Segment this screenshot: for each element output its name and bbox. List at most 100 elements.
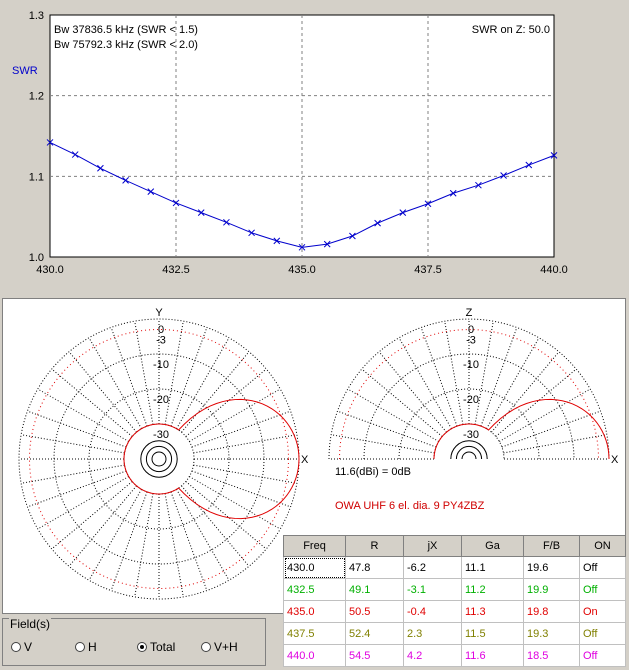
swr-point: [349, 232, 356, 240]
table-cell[interactable]: 432.5: [283, 578, 346, 601]
table-cell[interactable]: 49.1: [345, 578, 404, 601]
swr-point: [323, 240, 331, 248]
radiation-lobe: [433, 398, 610, 460]
grid-spoke: [499, 388, 591, 442]
table-cell[interactable]: 2.3: [403, 622, 462, 645]
grid-spoke: [37, 476, 129, 530]
grid-ring: [88, 388, 230, 530]
radio-circle-icon[interactable]: [11, 642, 21, 652]
swr-chart-panel: 430.0 432.5 435.0 437.5 440.0 1.3 1.2 1.1 1.0 SWR…: [0, 0, 629, 290]
table-row[interactable]: 430.0 47.8 -6.2 11.1 19.6 Off: [283, 556, 626, 579]
table-cell[interactable]: 11.1: [461, 556, 524, 579]
header-jx[interactable]: jX: [403, 535, 462, 557]
table-cell[interactable]: 47.8: [345, 556, 404, 579]
y-tick-label: 1.3: [29, 10, 44, 22]
table-cell[interactable]: -3.1: [403, 578, 462, 601]
table-cell[interactable]: 11.3: [461, 600, 524, 623]
table-cell[interactable]: 18.5: [523, 644, 580, 667]
grid-spoke: [189, 476, 281, 530]
grid-spoke: [503, 434, 607, 454]
grid-spoke: [21, 464, 125, 484]
antenna-name-label: OWA UHF 6 el. dia. 9 PY4ZBZ: [335, 500, 485, 512]
swr-point: [475, 181, 482, 189]
fields-group: Field(s) V H Total V+H: [2, 617, 266, 666]
table-cell[interactable]: 11.5: [461, 622, 524, 645]
field-option-v-plus-h[interactable]: V+H: [201, 640, 238, 654]
table-row[interactable]: 432.5 49.1 -3.1 11.2 19.9 Off: [283, 578, 626, 601]
radio-circle-icon[interactable]: [137, 642, 147, 652]
table-cell[interactable]: 19.9: [523, 578, 580, 601]
swr-point: [500, 172, 507, 179]
axis-label-top: Y: [155, 307, 163, 319]
inner-ring: [140, 440, 178, 478]
table-cell[interactable]: On: [579, 600, 626, 623]
table-cell[interactable]: 19.6: [523, 556, 580, 579]
table-cell[interactable]: Off: [579, 644, 626, 667]
swr-point: [374, 219, 381, 227]
table-cell[interactable]: Off: [579, 622, 626, 645]
table-row[interactable]: 440.0 54.5 4.2 11.6 18.5 Off: [283, 644, 626, 667]
swr-reference: SWR on Z: 50.0: [472, 24, 550, 36]
table-cell[interactable]: Off: [579, 578, 626, 601]
grid-spoke: [337, 410, 437, 448]
grid-spoke: [185, 481, 267, 550]
table-row[interactable]: 435.0 50.5 -0.4 11.3 19.8 On: [283, 600, 626, 623]
grid-spoke: [170, 491, 208, 591]
grid-spoke: [398, 337, 452, 429]
y-tick-label: 1.1: [29, 171, 44, 183]
field-option-h[interactable]: H: [75, 640, 97, 654]
inner-ring: [145, 445, 173, 473]
header-r[interactable]: R: [345, 535, 404, 557]
grid-spoke: [474, 321, 494, 425]
table-cell[interactable]: 52.4: [345, 622, 404, 645]
table-cell[interactable]: 11.2: [461, 578, 524, 601]
table-cell[interactable]: 430.0: [283, 556, 346, 579]
grid-spoke: [88, 337, 142, 429]
grid-spoke: [378, 351, 447, 433]
table-cell[interactable]: 4.2: [403, 644, 462, 667]
grid-spoke: [164, 493, 184, 597]
table-cell[interactable]: 54.5: [345, 644, 404, 667]
header-on[interactable]: ON: [579, 535, 626, 557]
grid-spoke: [495, 368, 577, 437]
radio-circle-icon[interactable]: [75, 642, 85, 652]
table-row[interactable]: 437.5 52.4 2.3 11.5 19.3 Off: [283, 622, 626, 645]
grid-ring: [29, 329, 289, 589]
swr-point: [399, 209, 407, 216]
grid-spoke: [189, 388, 281, 442]
table-cell[interactable]: 437.5: [283, 622, 346, 645]
field-option-label: V+H: [214, 640, 238, 654]
grid-spoke: [491, 351, 560, 433]
table-cell[interactable]: Off: [579, 556, 626, 579]
swr-point: [273, 237, 281, 245]
grid-spoke: [501, 410, 601, 448]
radio-circle-icon[interactable]: [201, 642, 211, 652]
header-fb[interactable]: F/B: [523, 535, 580, 557]
ring-label: -30: [463, 429, 479, 441]
field-option-total[interactable]: Total: [137, 640, 175, 654]
grid-spoke: [176, 337, 230, 429]
axis-label-right: X: [611, 454, 619, 466]
table-cell[interactable]: 19.3: [523, 622, 580, 645]
ring-label: -10: [153, 359, 169, 371]
grid-spoke: [110, 327, 148, 427]
table-cell[interactable]: 435.0: [283, 600, 346, 623]
table-cell[interactable]: 19.8: [523, 600, 580, 623]
table-cell[interactable]: 11.6: [461, 644, 524, 667]
table-cell[interactable]: -6.2: [403, 556, 462, 579]
grid-spoke: [51, 481, 133, 550]
inner-ring: [450, 440, 488, 460]
header-ga[interactable]: Ga: [461, 535, 524, 557]
table-cell[interactable]: 50.5: [345, 600, 404, 623]
grid-spoke: [185, 368, 267, 437]
ring-label: 0: [158, 324, 164, 336]
table-cell[interactable]: -0.4: [403, 600, 462, 623]
header-freq[interactable]: Freq: [283, 535, 346, 557]
grid-ring: [53, 353, 265, 565]
axis-label-right: X: [301, 454, 309, 466]
table-cell[interactable]: 440.0: [283, 644, 346, 667]
swr-point: [223, 218, 230, 226]
field-option-v[interactable]: V: [11, 640, 32, 654]
swr-point: [97, 164, 104, 172]
grid-spoke: [51, 368, 133, 437]
